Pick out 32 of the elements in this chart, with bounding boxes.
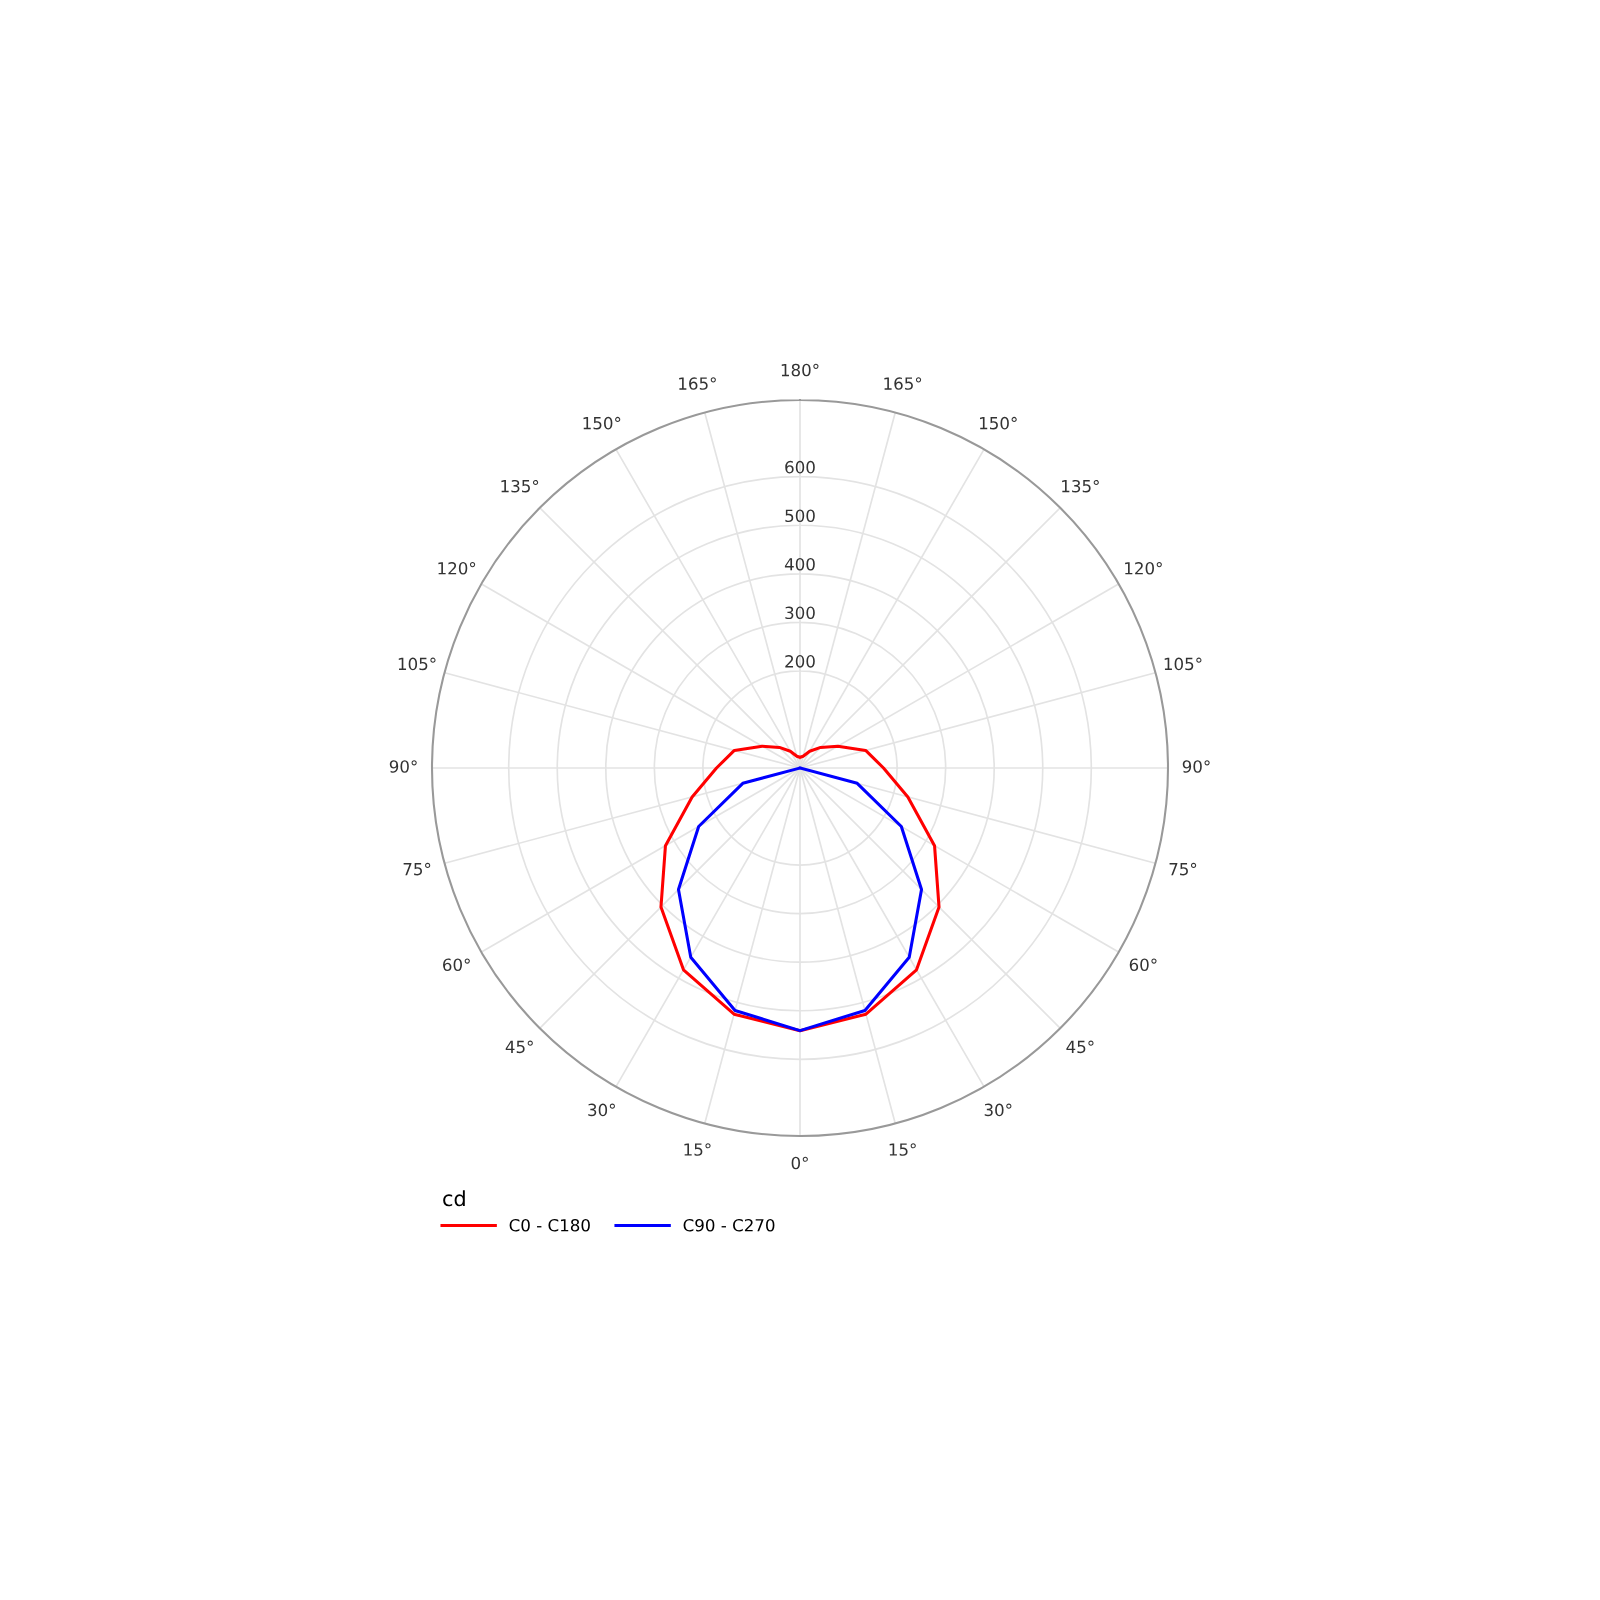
spoke-label: 105° bbox=[1164, 657, 1202, 671]
spoke-label: 135° bbox=[501, 479, 539, 493]
spoke-label: 165° bbox=[679, 377, 716, 390]
spoke-label: 60° bbox=[1129, 958, 1157, 972]
spoke-label: 15° bbox=[889, 1143, 916, 1156]
spoke-label: 75° bbox=[403, 862, 431, 876]
spoke-label: 45° bbox=[505, 1040, 533, 1054]
y-tick-label: 500 bbox=[785, 509, 815, 523]
spoke-label: 135° bbox=[1062, 479, 1099, 493]
legend-label: C0 - C180 bbox=[509, 1218, 590, 1232]
spoke-label: 30° bbox=[588, 1103, 615, 1117]
spoke-label: 105° bbox=[398, 657, 436, 671]
spoke-label: 120° bbox=[1125, 561, 1162, 575]
y-tick-label: 200 bbox=[785, 655, 815, 668]
spoke-label: 45° bbox=[1066, 1040, 1094, 1054]
spoke-label: 90° bbox=[389, 760, 417, 773]
spoke-label: 0° bbox=[791, 1156, 808, 1170]
y-tick-label: 400 bbox=[784, 557, 815, 571]
spoke-label: 15° bbox=[684, 1143, 711, 1156]
spoke-label: 30° bbox=[984, 1103, 1012, 1117]
spoke-label: 120° bbox=[438, 561, 476, 575]
legend-title: cd bbox=[443, 1190, 465, 1207]
legend-label: C90 - C270 bbox=[683, 1218, 775, 1232]
spoke-label: 60° bbox=[443, 958, 470, 972]
spoke-label: 150° bbox=[979, 416, 1017, 430]
spoke-label: 75° bbox=[1169, 862, 1197, 876]
y-tick-label: 600 bbox=[785, 460, 815, 474]
spoke-label: 150° bbox=[583, 416, 621, 430]
spoke-label: 165° bbox=[884, 377, 922, 390]
y-tick-label: 300 bbox=[785, 606, 815, 620]
spoke-label: 90° bbox=[1182, 760, 1210, 773]
spoke-label: 180° bbox=[781, 363, 819, 377]
